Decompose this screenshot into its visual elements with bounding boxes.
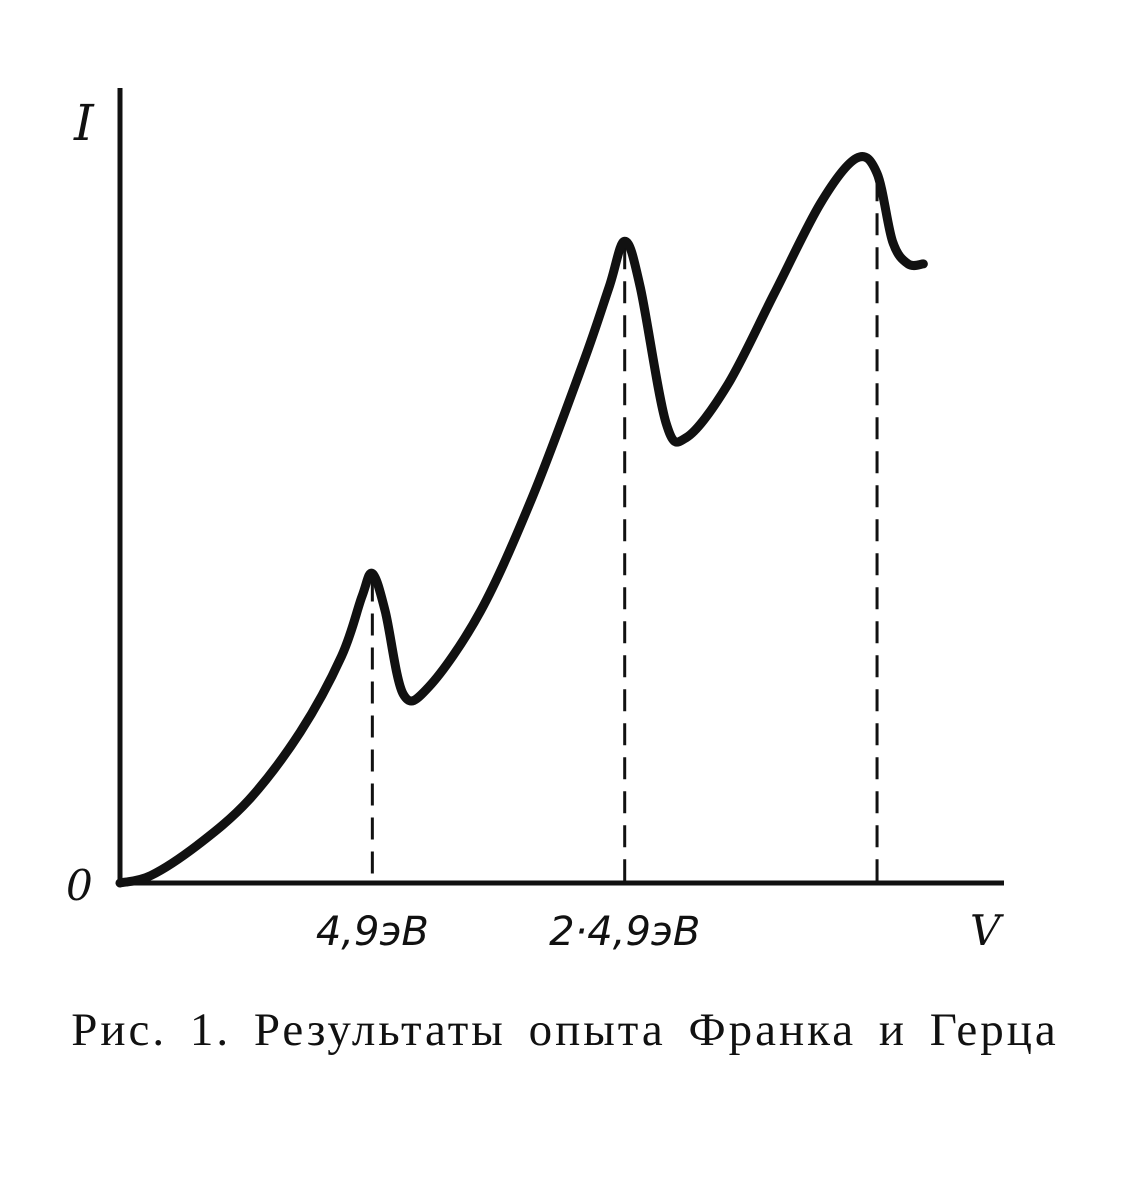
x-tick-label-1: 4,9эВ <box>316 909 429 955</box>
x-axis-label: V <box>970 906 1004 955</box>
series-line <box>115 152 928 888</box>
x-tick-labels: 4,9эВ 2·4,9эВ <box>316 909 700 955</box>
peak-guide-lines <box>370 179 879 883</box>
y-axis-label: I <box>73 94 95 152</box>
x-tick-label-2: 2·4,9эВ <box>549 909 700 955</box>
figure-caption: Рис. 1. Результаты опыта Франка и Герца <box>71 1004 1059 1056</box>
origin-label: 0 <box>66 861 93 910</box>
